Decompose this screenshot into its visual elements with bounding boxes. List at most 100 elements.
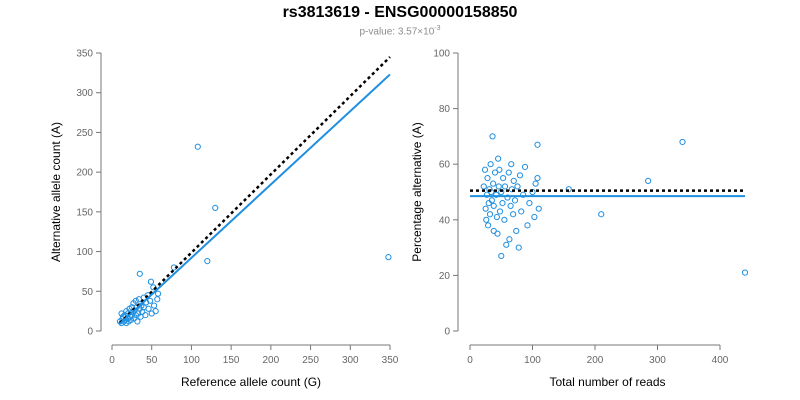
panel2-data-point: [526, 200, 533, 207]
panel2-data-point: [483, 191, 490, 198]
panel2-data-point: [518, 208, 525, 215]
panel2-x-tick-label: 0: [467, 355, 473, 366]
panel2-data-point: [493, 213, 500, 221]
panel2-data-point: [498, 252, 505, 260]
panel2-data-point: [531, 213, 538, 221]
panel2-y-tick-label: 80: [439, 104, 451, 115]
panel2-data-point: [516, 172, 524, 179]
panel2-data-point: [491, 169, 499, 176]
panel1-data-point: [154, 290, 162, 297]
panel2-data-point: [511, 197, 519, 204]
panel1-data-point: [142, 312, 149, 319]
panel2-data-point: [524, 222, 531, 229]
panel1-data-point: [131, 315, 138, 322]
panel2-data-point: [500, 175, 507, 182]
panel2-x-tick-label: 400: [712, 355, 729, 366]
panel2-data-point: [494, 230, 501, 237]
chart-subtitle: p-value: 3.57×10-3: [0, 25, 800, 37]
panel2-y-tick-label: 40: [439, 215, 451, 226]
panel1-data-point: [194, 143, 201, 150]
panel2-data-point: [645, 177, 652, 184]
panel2-data-point: [515, 244, 522, 251]
panel2-data-point: [485, 222, 492, 229]
panel2-data-point: [486, 211, 494, 218]
panel1-y-tick-label: 0: [87, 327, 93, 338]
panel2-data-point: [489, 133, 496, 140]
panel2-y-axis-label: Percentage alternative (A): [410, 122, 424, 261]
panel2-data-point: [501, 183, 509, 190]
panel1-reference-line: [119, 56, 391, 324]
panel1-data-point: [154, 296, 161, 303]
panel2-data-point: [741, 269, 749, 276]
panel2-data-point: [480, 183, 487, 190]
panel2-data-point: [493, 191, 500, 198]
panel2-data-point: [532, 180, 539, 187]
panel2-y-tick-label: 20: [439, 271, 451, 282]
panel2-x-tick-label: 200: [587, 355, 604, 366]
panel2-data-point: [534, 175, 541, 182]
panel1-fit-line: [119, 73, 391, 325]
panel2-data-point: [508, 186, 515, 193]
panel2-data-point: [496, 166, 503, 173]
panel2-data-point: [510, 177, 517, 184]
panel2-data-point: [510, 211, 517, 218]
panel1-data-point: [147, 297, 154, 304]
panel2-data-point: [505, 169, 512, 176]
panel2-x-axis-label: Total number of reads: [549, 375, 665, 389]
panel2-y-tick-label: 60: [439, 160, 451, 171]
panel2-x-tick-label: 300: [649, 355, 666, 366]
panel2-data-point: [496, 208, 504, 215]
panel1-y-tick-label: 250: [76, 128, 93, 139]
panel1-data-point: [147, 278, 155, 285]
panel2-data-point: [535, 205, 542, 212]
panel2-x-tick-label: 100: [524, 355, 541, 366]
panel1-data-point: [145, 305, 152, 312]
pvalue-text: p-value: 3.57×10: [359, 26, 435, 38]
panel2-data-point: [490, 180, 497, 187]
panel2-data-point: [483, 216, 490, 223]
panel2-data-point: [598, 211, 605, 218]
panel2-data-point: [534, 141, 541, 148]
panel2-data-point: [495, 155, 502, 162]
panel2-data-point: [679, 138, 686, 146]
panel2-data-point: [520, 191, 527, 198]
panel2-data-point: [484, 175, 491, 182]
panel1-x-tick-label: 200: [263, 355, 280, 366]
panel2-data-point: [499, 200, 506, 207]
chart-title: rs3813619 - ENSG00000158850: [282, 4, 518, 21]
panel1-data-point: [134, 318, 141, 325]
panel1-y-tick-label: 300: [76, 88, 93, 99]
panel1-y-tick-label: 100: [76, 247, 93, 258]
panel2-data-point: [508, 161, 515, 168]
panel1-y-tick-label: 50: [82, 287, 94, 298]
panel1-data-point: [152, 308, 159, 315]
panel2-data-point: [488, 188, 495, 196]
panel2-data-point: [501, 216, 508, 223]
panel1-x-tick-label: 100: [183, 355, 200, 366]
panel1-y-tick-label: 200: [76, 168, 93, 179]
pvalue-exponent: -3: [434, 25, 441, 32]
panel1-y-tick-label: 350: [76, 49, 93, 60]
panel2-data-point: [495, 183, 502, 190]
panel1-y-axis-label: Alternative allele count (A): [49, 122, 63, 262]
panel1-x-tick-label: 250: [302, 355, 319, 366]
panel2-data-point: [487, 161, 494, 168]
panel2-data-point: [507, 202, 514, 209]
panel2-data-point: [488, 197, 495, 204]
panel1-data-point: [385, 254, 392, 261]
panel1-x-tick-label: 150: [223, 355, 240, 366]
panel1-data-point: [150, 302, 158, 309]
panel2-y-tick-label: 0: [444, 327, 450, 338]
panel1-y-tick-label: 150: [76, 207, 93, 218]
panel2-data-point: [482, 205, 489, 212]
panel2-data-point: [514, 183, 521, 190]
panel1-x-tick-label: 350: [382, 355, 399, 366]
panel2-data-point: [490, 202, 497, 209]
panel2-data-point: [506, 236, 513, 243]
panel1-data-point: [132, 297, 139, 304]
panel1-data-point: [212, 204, 219, 211]
panel2-y-tick-label: 100: [433, 49, 450, 60]
panel1-data-point: [136, 270, 143, 277]
panel1-data-point: [204, 258, 211, 265]
